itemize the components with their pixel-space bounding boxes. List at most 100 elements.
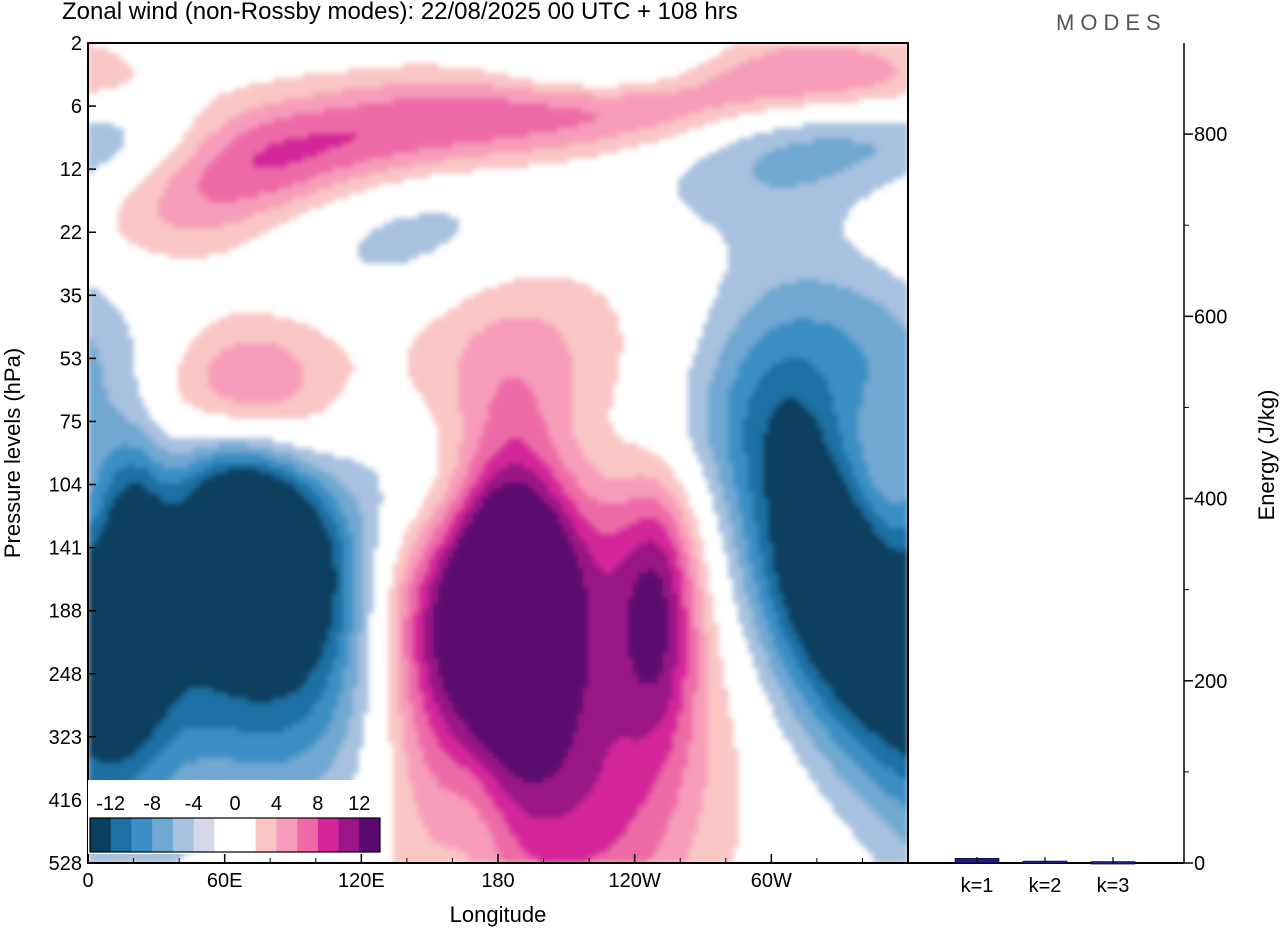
colorbar-label: -12 [96,793,125,815]
heatmap-cell [568,538,584,544]
heatmap-cell [108,488,124,494]
heatmap-cell [418,683,429,689]
heatmap-cell [588,793,649,799]
heatmap-cell [413,628,424,634]
heatmap-cell [388,678,399,684]
heatmap-cell [668,558,679,564]
heatmap-cell [338,533,354,539]
heatmap-cell [503,443,529,449]
heatmap-cell [668,633,679,639]
heatmap-cell [668,528,679,534]
heatmap-cell [88,648,324,654]
heatmap-cell [708,693,729,699]
heatmap-cell [448,693,584,699]
heatmap-cell [238,133,309,139]
heatmap-cell [748,348,864,354]
heatmap-cell [268,208,309,214]
heatmap-cell [808,703,824,709]
heatmap-cell [718,353,749,359]
heatmap-cell [528,813,564,819]
heatmap-cell [343,623,354,629]
heatmap-cell [88,498,104,504]
heatmap-cell [88,423,139,429]
heatmap-cell [593,553,629,559]
heatmap-cell [563,333,624,339]
heatmap-cell [423,658,439,664]
heatmap-cell [268,143,344,149]
heatmap-cell [438,503,449,509]
heatmap-cell [413,343,469,349]
heatmap-cell [693,618,704,624]
heatmap-cell [563,758,604,764]
heatmap-cell [588,653,629,659]
heatmap-cell [393,823,424,829]
heatmap-cell [863,488,879,494]
heatmap-cell [88,368,104,374]
heatmap-cell [358,253,419,259]
heatmap-cell [338,748,359,754]
heatmap-cell [773,563,908,569]
heatmap-cell [753,573,764,579]
heatmap-cell [773,548,899,554]
y-tick-label: 528 [49,853,82,875]
heatmap-cell [398,693,409,699]
heatmap-cell [688,428,709,434]
heatmap-cell [88,413,124,419]
heatmap-cell [393,833,429,839]
heatmap-cell [413,613,424,619]
heatmap-cell [443,553,454,559]
heatmap-cell [853,758,879,764]
heatmap-cell [818,418,839,424]
heatmap-cell [118,218,164,224]
heatmap-cell [583,538,649,544]
heatmap-cell [703,793,739,799]
heatmap-cell [173,223,224,229]
heatmap-cell [183,138,204,144]
heatmap-cell [458,528,464,534]
heatmap-cell [703,618,714,624]
heatmap-cell [198,483,294,489]
heatmap-cell [88,143,124,149]
heatmap-cell [433,838,494,844]
heatmap-cell [698,343,724,349]
heatmap-cell [588,648,629,654]
heatmap-cell [438,463,459,469]
heatmap-cell [323,108,584,114]
heatmap-cell [748,483,764,489]
heatmap-cell [688,853,734,859]
heatmap-cell [398,608,409,614]
heatmap-cell [438,568,444,574]
heatmap-cell [488,413,544,419]
heatmap-cell [88,618,334,624]
heatmap-cell [548,103,724,109]
heatmap-cell [183,478,204,484]
heatmap-cell [103,463,129,469]
heatmap-cell [308,133,359,139]
heatmap-cell [843,818,884,824]
heatmap-cell [473,753,494,759]
heatmap-cell [568,348,624,354]
heatmap-cell [828,758,854,764]
heatmap-cell [663,523,679,529]
heatmap-cell [878,53,908,59]
heatmap-cell [323,523,339,529]
heatmap-cell [573,433,619,439]
heatmap-cell [748,453,764,459]
heatmap-cell [438,738,459,744]
heatmap-cell [573,743,614,749]
heatmap-cell [668,708,684,714]
heatmap-cell [743,533,759,539]
heatmap-cell [303,158,369,164]
heatmap-cell [503,378,524,384]
heatmap-cell [363,588,374,594]
heatmap-cell [583,698,669,704]
heatmap-cell [88,563,334,569]
heatmap-cell [143,768,179,774]
heatmap-cell [523,378,574,384]
heatmap-cell [663,668,674,674]
heatmap-cell [668,823,699,829]
heatmap-cell [758,338,854,344]
heatmap-cell [93,338,134,344]
heatmap-cell [433,573,444,579]
